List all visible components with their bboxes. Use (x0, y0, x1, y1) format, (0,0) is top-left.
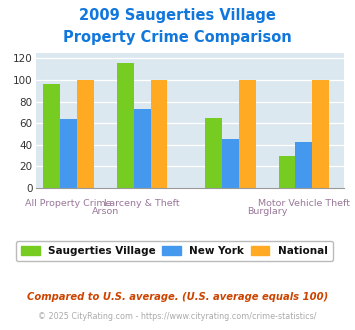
Text: Motor Vehicle Theft: Motor Vehicle Theft (258, 199, 350, 208)
Bar (205, 118, 222, 188)
Text: Property Crime Comparison: Property Crime Comparison (63, 30, 292, 45)
Bar (77, 80, 94, 188)
Bar (222, 139, 239, 188)
Text: © 2025 CityRating.com - https://www.cityrating.com/crime-statistics/: © 2025 CityRating.com - https://www.city… (38, 312, 317, 321)
Bar (239, 80, 256, 188)
Text: Arson: Arson (92, 207, 119, 215)
Bar (43, 84, 60, 188)
Bar (295, 142, 312, 188)
Text: 2009 Saugerties Village: 2009 Saugerties Village (79, 8, 276, 23)
Bar (134, 109, 151, 188)
Bar (312, 80, 329, 188)
Bar (279, 156, 295, 188)
Text: Larceny & Theft: Larceny & Theft (104, 199, 180, 208)
Bar (151, 80, 168, 188)
Bar (60, 119, 77, 188)
Bar (117, 63, 134, 188)
Text: Compared to U.S. average. (U.S. average equals 100): Compared to U.S. average. (U.S. average … (27, 292, 328, 302)
Text: All Property Crime: All Property Crime (25, 199, 112, 208)
Legend: Saugerties Village, New York, National: Saugerties Village, New York, National (16, 241, 333, 261)
Text: Burglary: Burglary (247, 207, 287, 215)
